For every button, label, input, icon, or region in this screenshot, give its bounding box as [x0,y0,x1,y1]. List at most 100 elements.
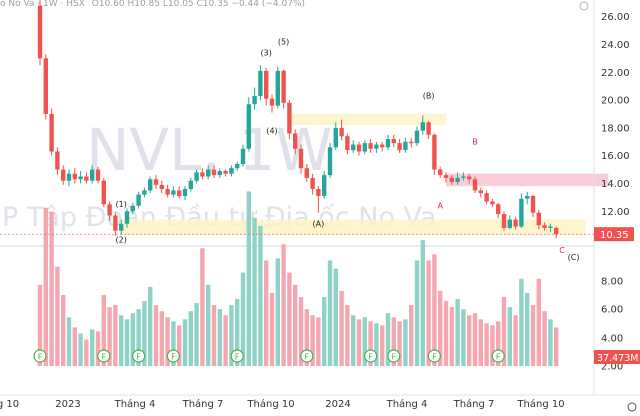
candle-body [368,143,373,149]
candle-body [43,58,48,114]
volume-bar [403,319,408,366]
candle-body [322,175,327,196]
candle-body [298,148,304,169]
price-tick-label: 18.00 [601,123,630,134]
volume-bar [513,315,518,366]
volume-bar [119,315,124,366]
earnings-marker-circle [491,349,505,363]
candle-body [258,70,263,96]
candle-body [443,175,449,178]
volume-bar [333,268,338,366]
candle-body [269,98,275,106]
volume-bar [362,317,367,366]
candle-body [275,70,280,106]
candle-body [90,169,95,181]
earnings-marker: F [387,349,401,363]
time-tick-label: Tháng 10 [516,398,564,410]
candle-body [95,169,101,181]
wave-label: (A) [313,220,325,229]
volume-bar [49,211,54,366]
volume-bar [107,307,112,366]
volume-bar [66,317,72,366]
volume-bar [438,290,443,366]
candle-body [461,176,466,178]
top-icons[interactable] [579,1,589,11]
volume-bar [380,325,385,366]
earnings-marker: F [427,349,441,363]
wave-labels-layer: (1) (2) (3) (4) (5) (A) (B) B A C(C) [116,37,580,261]
candle-body [182,189,188,196]
candle-body [148,179,153,191]
volume-bar [490,325,495,366]
earnings-marker-circle [97,349,111,363]
volume-bar [130,313,135,366]
volume-bar [478,319,483,366]
earnings-marker-label: F [391,353,396,362]
earnings-marker: F [132,349,146,363]
candle-body [409,141,414,144]
earnings-marker-circle [230,349,244,363]
candle-body [513,219,518,227]
candle-body [113,215,118,231]
earnings-marker: F [364,349,378,363]
earnings-marker-circle [427,349,441,363]
volume-bar [124,319,130,366]
candle-body [165,189,170,195]
candle-body [171,190,176,195]
candle-body [391,138,396,144]
volume-bar [177,325,182,366]
volume-bar [223,315,228,366]
candle-body [211,169,217,176]
earnings-marker-circle [132,349,146,363]
wave-label: B [472,138,478,147]
candle-body [310,177,315,190]
volume-bar [397,321,402,366]
candle-body [530,195,536,213]
volume-bar [258,225,263,366]
candle-body [142,190,147,195]
volume-bar [101,294,106,366]
volume-bar [426,260,431,366]
candle-body [287,102,292,134]
settings-icon[interactable] [579,1,589,11]
volume-bar [211,305,217,366]
wave-label: (3) [261,49,272,58]
volume-bar [235,299,240,366]
volume-bar [171,321,176,366]
candle-body [281,70,286,103]
candle-body [130,205,135,212]
candle-body [478,190,483,194]
volume-bar [316,317,321,366]
last-price-badge [594,227,634,242]
candle-body [229,168,234,174]
volume-bar [385,313,391,366]
volume-bar [356,319,362,366]
volume-tick-label: 6.00 [601,305,623,316]
volume-bar [368,321,373,366]
volume-bar [525,292,530,366]
wave-label: (1) [116,200,127,209]
volume-bar [351,315,356,366]
volume-bar [496,321,501,366]
earnings-marker: F [230,349,244,363]
candle-body [397,143,402,151]
earnings-marker-circle [166,349,180,363]
earnings-marker-label: F [496,353,501,362]
earnings-marker: F [491,349,505,363]
volume-bar [217,309,222,366]
volume-tick-label: 2.00 [601,362,623,373]
candle-body [107,204,112,216]
candle-body [345,136,350,151]
symbol-title: ó Nô Va · 1W · HSX [0,0,85,9]
candle-body [55,151,60,170]
volume-bar [472,313,478,366]
candle-body [252,95,257,105]
candle-body [496,204,501,215]
volume-bar [281,244,286,366]
volume-bar [182,319,188,366]
volume-bar [484,323,489,366]
candle-body [385,138,391,148]
